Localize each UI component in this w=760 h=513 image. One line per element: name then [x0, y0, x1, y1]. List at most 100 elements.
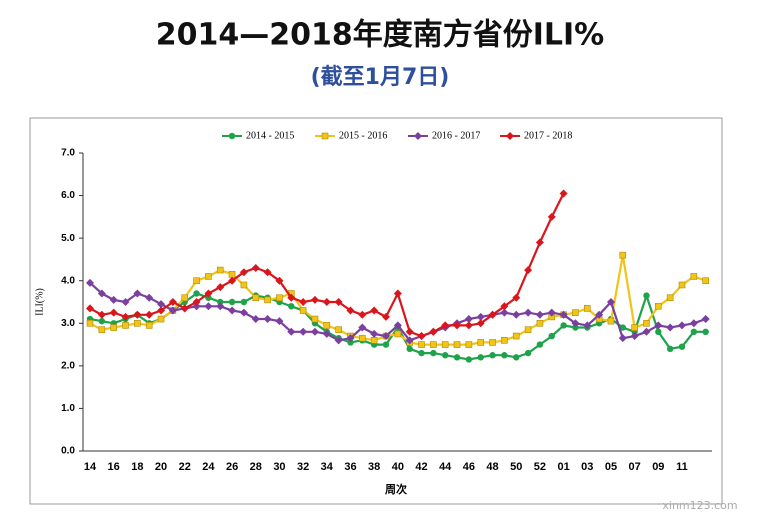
point	[618, 334, 627, 343]
point	[535, 310, 544, 319]
point	[263, 315, 272, 324]
point	[464, 321, 473, 330]
point	[394, 330, 402, 338]
point	[287, 327, 296, 336]
y-tick-label: 5.0	[61, 233, 75, 244]
point	[595, 310, 604, 319]
point	[501, 352, 508, 359]
point	[275, 276, 284, 285]
point	[666, 294, 674, 302]
point	[121, 298, 130, 306]
x-tick-label: 03	[581, 461, 593, 473]
x-tick-label: 32	[297, 461, 309, 473]
point	[157, 315, 165, 323]
point	[204, 289, 213, 298]
point	[489, 352, 496, 359]
point	[405, 336, 414, 345]
point	[180, 304, 189, 313]
point	[98, 317, 106, 325]
point	[121, 312, 130, 321]
point	[441, 341, 449, 348]
point	[358, 323, 367, 332]
point	[168, 306, 177, 315]
point	[465, 341, 473, 348]
point	[690, 273, 698, 280]
legend-label: 2017 - 2018	[524, 130, 572, 141]
point	[275, 317, 284, 326]
point	[417, 332, 426, 341]
y-tick-label: 6.0	[61, 190, 75, 201]
point	[205, 294, 212, 301]
point	[192, 298, 201, 306]
legend-label: 2014 - 2015	[246, 130, 294, 141]
point	[97, 289, 106, 298]
point	[239, 268, 248, 277]
point	[418, 349, 425, 357]
point	[702, 328, 709, 335]
point	[489, 339, 496, 346]
watermark: xinm123.com	[662, 499, 737, 512]
point	[559, 310, 568, 319]
point	[643, 292, 650, 299]
point	[133, 289, 142, 298]
point	[251, 315, 260, 324]
point	[430, 341, 437, 348]
point	[512, 293, 521, 302]
point	[678, 321, 686, 330]
chart-title: 2014—2018年度南方省份ILI%	[156, 18, 605, 53]
point	[548, 332, 555, 340]
point	[168, 298, 177, 306]
point	[110, 324, 117, 331]
point	[406, 345, 413, 353]
point	[382, 312, 390, 321]
point	[654, 321, 663, 330]
point	[689, 319, 698, 328]
point	[145, 322, 153, 329]
point	[500, 308, 509, 317]
point	[477, 339, 485, 346]
point	[181, 294, 189, 302]
point	[86, 304, 94, 313]
x-tick-label: 24	[202, 461, 215, 473]
point	[252, 294, 260, 302]
point	[97, 310, 106, 319]
point	[690, 328, 698, 335]
point	[500, 302, 509, 311]
point	[204, 302, 213, 311]
x-tick-label: 52	[534, 461, 546, 473]
point	[453, 354, 461, 361]
point	[370, 306, 379, 315]
x-tick-label: 18	[131, 461, 143, 473]
point	[631, 324, 638, 331]
point	[311, 315, 319, 323]
point	[501, 337, 508, 344]
x-tick-label: 14	[84, 461, 97, 473]
point	[572, 324, 579, 331]
point	[655, 302, 662, 310]
point	[512, 310, 521, 319]
point	[513, 354, 520, 361]
point	[321, 132, 329, 140]
point	[524, 308, 533, 317]
point	[276, 294, 283, 302]
point	[228, 306, 237, 315]
point	[476, 312, 485, 321]
point	[441, 321, 450, 330]
point	[666, 323, 675, 332]
x-axis-label: 周次	[385, 482, 407, 496]
point	[299, 327, 308, 336]
point	[535, 238, 544, 247]
point	[476, 319, 485, 328]
point	[334, 298, 343, 306]
y-tick-label: 2.0	[61, 360, 75, 371]
x-tick-label: 44	[439, 461, 452, 473]
y-tick-label: 3.0	[61, 318, 75, 329]
x-tick-label: 30	[273, 461, 285, 473]
point	[464, 315, 473, 324]
point	[228, 271, 236, 278]
point	[334, 336, 343, 345]
point	[240, 298, 248, 306]
point	[157, 306, 166, 315]
